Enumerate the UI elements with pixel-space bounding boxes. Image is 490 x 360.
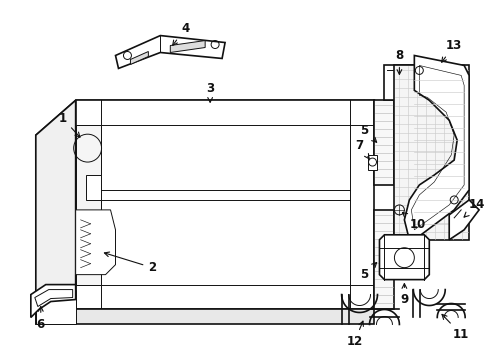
Polygon shape <box>36 310 374 324</box>
Polygon shape <box>374 210 394 310</box>
Polygon shape <box>75 125 100 285</box>
Polygon shape <box>449 200 479 240</box>
Text: 2: 2 <box>104 252 156 274</box>
Polygon shape <box>394 66 469 240</box>
Text: 7: 7 <box>355 139 369 159</box>
Text: 5: 5 <box>361 124 377 142</box>
Text: 12: 12 <box>346 321 364 348</box>
Polygon shape <box>171 41 205 53</box>
Text: 4: 4 <box>172 22 189 45</box>
Polygon shape <box>36 289 75 324</box>
Text: 3: 3 <box>206 82 214 102</box>
Text: 14: 14 <box>464 198 485 217</box>
Polygon shape <box>31 285 75 318</box>
Polygon shape <box>374 100 394 185</box>
Polygon shape <box>130 51 148 64</box>
Polygon shape <box>75 100 374 310</box>
Text: 1: 1 <box>59 112 80 137</box>
Polygon shape <box>75 210 116 275</box>
Text: 13: 13 <box>441 39 462 62</box>
Text: 9: 9 <box>400 284 409 306</box>
Polygon shape <box>368 155 377 170</box>
Polygon shape <box>75 102 374 110</box>
Text: 8: 8 <box>395 49 404 75</box>
Text: 5: 5 <box>361 262 377 281</box>
Polygon shape <box>385 66 415 100</box>
Polygon shape <box>404 55 469 240</box>
Polygon shape <box>116 36 225 68</box>
Polygon shape <box>36 100 374 160</box>
Text: 6: 6 <box>37 307 45 331</box>
Text: 10: 10 <box>402 212 425 231</box>
Polygon shape <box>36 100 75 310</box>
Text: 11: 11 <box>442 314 469 341</box>
Polygon shape <box>379 235 429 280</box>
